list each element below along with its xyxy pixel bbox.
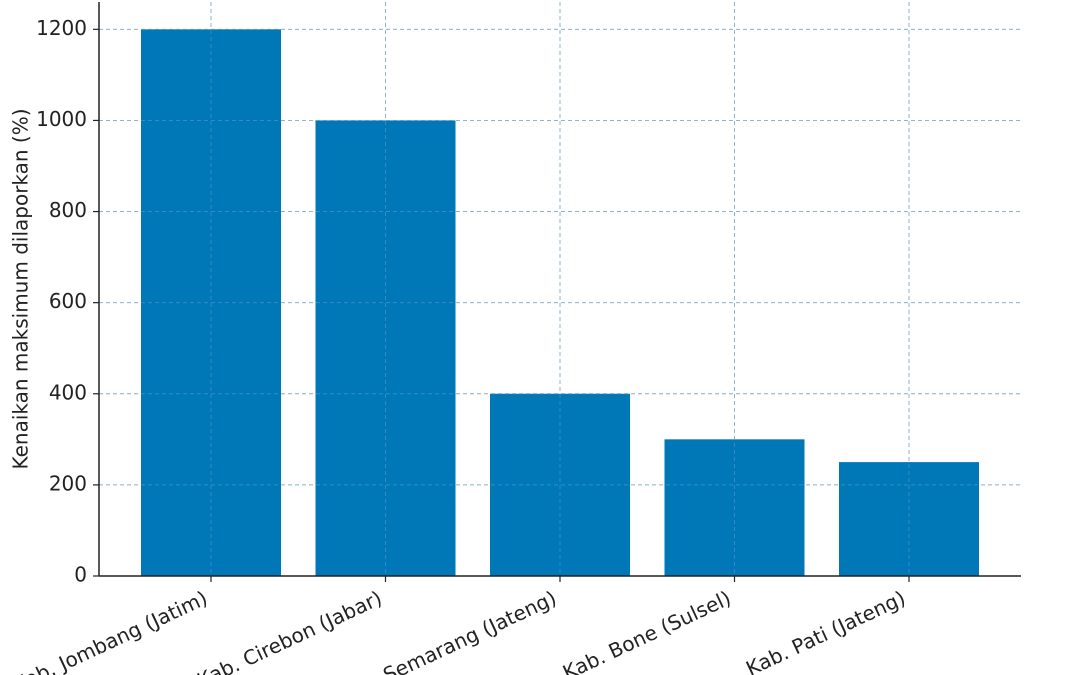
y-tick-label: 800 — [49, 198, 87, 222]
x-tick-label: Kab. Bone (Sulsel) — [559, 586, 735, 675]
x-tick-label: Kab. Pati (Jateng) — [742, 586, 909, 675]
x-tick-label: Kab. Cirebon (Jabar) — [193, 586, 385, 675]
grid-overlay — [99, 2, 1021, 576]
y-tick-label: 0 — [74, 563, 87, 587]
y-axis-label: Kenaikan maksimum dilaporkan (%) — [9, 108, 33, 469]
y-tick-label: 1200 — [36, 16, 87, 40]
x-ticks: Kab. Jombang (Jatim)Kab. Cirebon (Jabar)… — [9, 576, 910, 675]
y-tick-label: 400 — [49, 380, 87, 404]
y-tick-label: 600 — [49, 289, 87, 313]
y-tick-label: 200 — [49, 471, 87, 495]
y-tick-label: 1000 — [36, 107, 87, 131]
y-ticks: 0 200 400 600 800 1000 1200 — [36, 16, 99, 587]
x-tick-label: Kab. Jombang (Jatim) — [9, 586, 211, 675]
